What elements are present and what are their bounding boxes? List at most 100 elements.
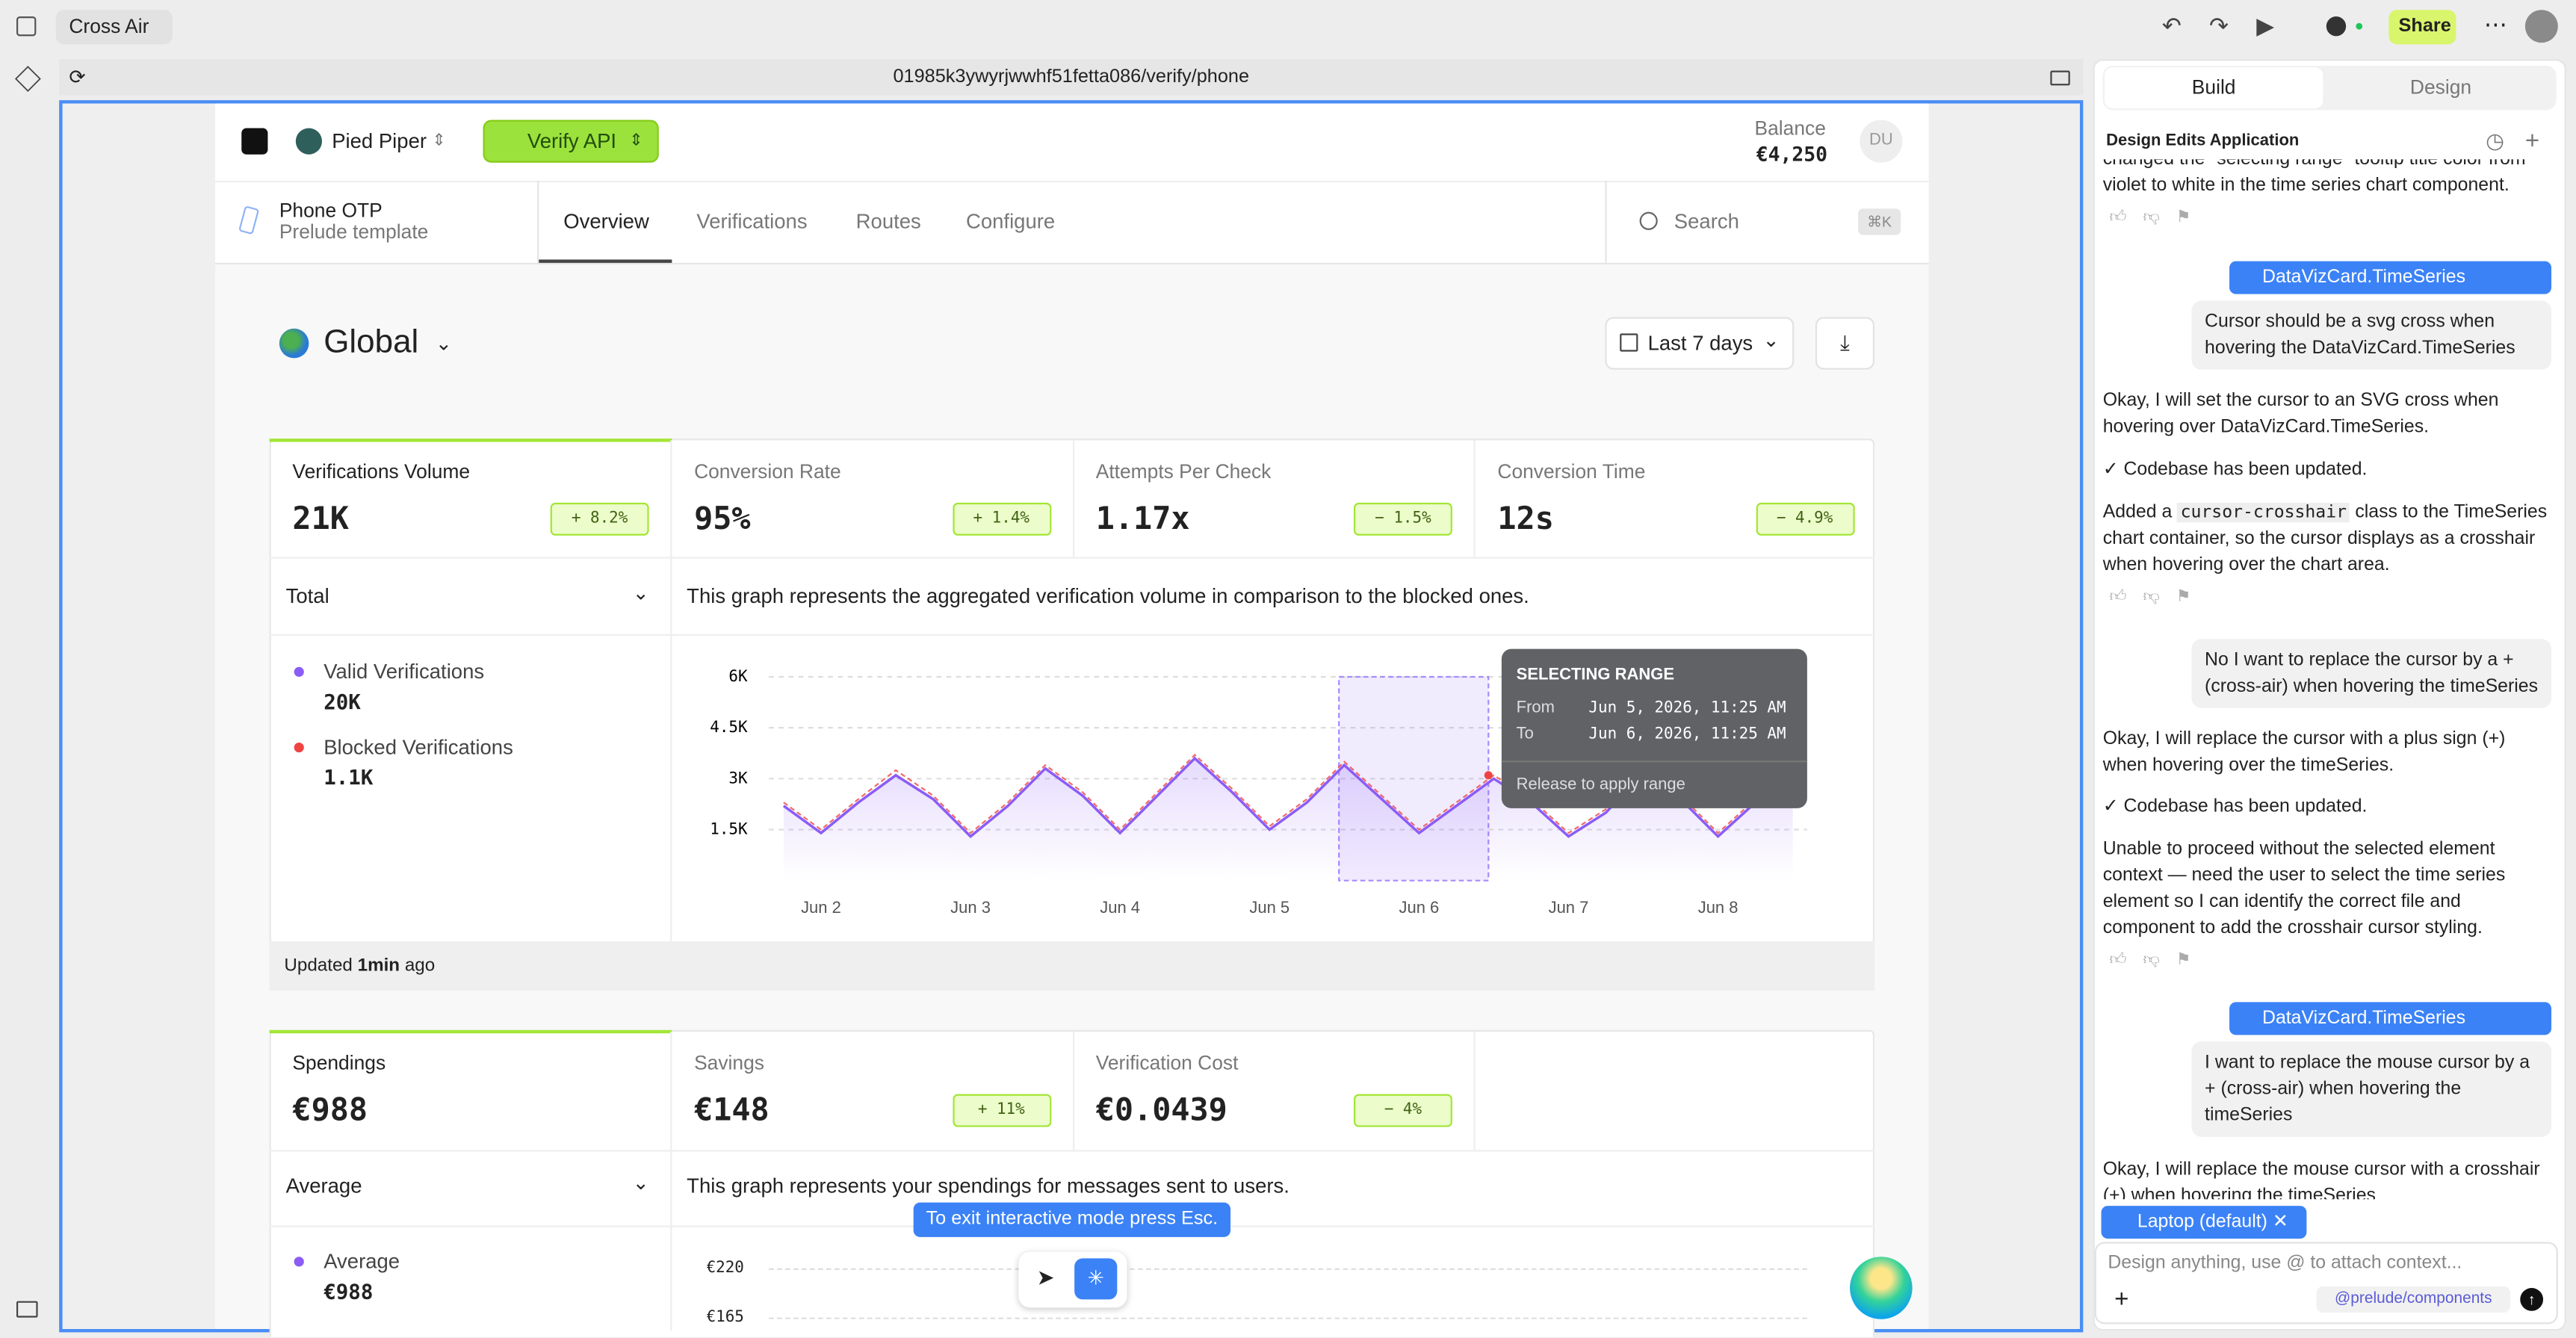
- status-dot: [2356, 22, 2363, 30]
- search[interactable]: Search: [1674, 210, 1739, 234]
- tab[interactable]: Configure: [966, 210, 1056, 234]
- row-divider: [269, 634, 1875, 637]
- tooltip-hint: Release to apply range: [1516, 776, 1685, 795]
- metric-delta: + 8.2%: [550, 502, 649, 536]
- components-chip[interactable]: @prelude/components: [2316, 1286, 2511, 1313]
- total-select[interactable]: Total: [285, 584, 329, 608]
- assistant-avatar[interactable]: [1850, 1257, 1913, 1319]
- pointer-tool[interactable]: ➤: [1036, 1265, 1055, 1290]
- region-chevron[interactable]: ⌄: [435, 332, 452, 355]
- attach[interactable]: +: [2114, 1285, 2129, 1314]
- status: ✓ Codebase has been updated.: [2102, 796, 2368, 817]
- github-icon[interactable]: [2326, 16, 2347, 37]
- select-chevron[interactable]: ⌄: [632, 581, 649, 605]
- legend-name: Blocked Verifications: [323, 736, 513, 759]
- assistant-message: Unable to proceed without the selected e…: [2102, 839, 2506, 938]
- code: cursor-crosshair: [2177, 502, 2350, 523]
- from-value: Jun 5, 2026, 11:25 AM: [1588, 699, 1786, 717]
- user-avatar[interactable]: [2524, 10, 2558, 43]
- more[interactable]: ⋯: [2483, 10, 2507, 37]
- metric-divider: [670, 1031, 672, 1150]
- reload[interactable]: ⟳: [69, 65, 86, 89]
- select-chevron[interactable]: ⌄: [632, 1171, 649, 1195]
- x-tick-label: Jun 5: [1249, 898, 1289, 917]
- avatar[interactable]: DU: [1860, 120, 1903, 163]
- y-tick-label: €220: [706, 1259, 744, 1277]
- template-title: Phone OTP: [279, 199, 383, 222]
- metric-label: Conversion Rate: [694, 459, 841, 483]
- tab[interactable]: Verifications: [696, 210, 808, 234]
- download-button[interactable]: ⤓: [1815, 317, 1875, 370]
- status-text: Codebase has been updated.: [2123, 796, 2368, 817]
- share-button[interactable]: [2388, 10, 2456, 45]
- search-icon: [1639, 211, 1658, 230]
- chip[interactable]: Laptop (default) ✕: [2101, 1206, 2307, 1239]
- row-divider: [269, 1150, 1875, 1152]
- metric-divider: [1072, 1031, 1075, 1150]
- design-tab[interactable]: Design: [2409, 75, 2472, 99]
- region[interactable]: Global: [323, 324, 419, 361]
- metric-value: 21K: [292, 501, 349, 538]
- org-icon: [295, 128, 323, 155]
- metric-value: 1.17x: [1095, 501, 1190, 538]
- updated-suffix: ago: [404, 956, 436, 976]
- reactions[interactable]: 👍︎👎︎⚑: [2109, 588, 2208, 607]
- x-tick-label: Jun 6: [1399, 898, 1440, 917]
- header-divider: [215, 180, 1929, 183]
- x-tick-label: Jun 8: [1698, 898, 1739, 917]
- user-message: Cursor should be a svg cross when hoveri…: [2191, 300, 2552, 370]
- legend-name: Average: [323, 1250, 400, 1274]
- metric-value: €148: [694, 1092, 770, 1129]
- range: Last 7 days: [1647, 332, 1753, 355]
- url-bar: [59, 59, 2084, 96]
- build-tab[interactable]: Build: [2104, 67, 2323, 109]
- text: class to the TimeSeries chart container,…: [2102, 502, 2548, 575]
- product-button[interactable]: [483, 120, 659, 163]
- to-value: Jun 6, 2026, 11:25 AM: [1588, 725, 1786, 744]
- org-chevron[interactable]: ⇕: [432, 132, 446, 151]
- active-metric-border: [269, 439, 672, 442]
- metric-label: Verifications Volume: [292, 459, 471, 483]
- org-name[interactable]: Pied Piper: [332, 129, 427, 153]
- legend-value: 1.1K: [323, 764, 374, 790]
- average-select[interactable]: Average: [285, 1174, 362, 1198]
- status: ✓ Codebase has been updated.: [2102, 459, 2368, 480]
- tooltip: SELECTING RANGE From Jun 5, 2026, 11:25 …: [1501, 648, 1807, 808]
- balance-label: Balance: [1754, 117, 1826, 140]
- new-icon[interactable]: +: [2524, 127, 2540, 155]
- prompt-box[interactable]: [2094, 1242, 2558, 1325]
- reactions[interactable]: 👍︎👎︎⚑: [2109, 951, 2208, 970]
- from-label: From: [1516, 699, 1555, 717]
- text: Added a: [2102, 502, 2173, 523]
- book-icon[interactable]: [16, 1301, 38, 1318]
- active-metric-border: [269, 1029, 672, 1034]
- metric-divider: [1072, 440, 1075, 557]
- calendar-icon: [1620, 333, 1638, 352]
- tab[interactable]: Routes: [855, 210, 921, 234]
- template-subtitle: Prelude template: [279, 220, 429, 244]
- project-pill[interactable]: [55, 10, 173, 45]
- metric-delta: + 11%: [952, 1094, 1051, 1127]
- select-tool[interactable]: ✳: [1074, 1258, 1118, 1300]
- updated-time: 1min: [357, 956, 400, 976]
- cursor-dot: [1484, 771, 1493, 780]
- metric-value: €0.0439: [1095, 1092, 1227, 1129]
- messages: changed the "selecting range" tooltip ti…: [2093, 159, 2566, 1199]
- logo: [241, 128, 268, 155]
- tab[interactable]: Overview: [563, 210, 649, 234]
- reactions[interactable]: 👍︎👎︎⚑: [2109, 208, 2208, 227]
- toolbar-icons[interactable]: ↶↷▶: [2161, 12, 2303, 39]
- metric-delta: − 4.9%: [1755, 502, 1854, 536]
- history-icon[interactable]: ◷: [2486, 128, 2505, 153]
- metric-label: Conversion Time: [1497, 459, 1646, 483]
- tab-divider: [1605, 180, 1607, 263]
- tooltip-divider: [1501, 761, 1807, 763]
- metric-divider: [1473, 440, 1476, 557]
- home-icon[interactable]: [16, 16, 37, 37]
- device-icon[interactable]: [2050, 70, 2070, 86]
- metric-label: Verification Cost: [1095, 1051, 1239, 1075]
- url: 01985k3ywyrjwwhf51fetta086/verify/phone: [893, 67, 1250, 87]
- send-button[interactable]: ↑: [2520, 1288, 2544, 1311]
- legend-value: €988: [323, 1278, 374, 1304]
